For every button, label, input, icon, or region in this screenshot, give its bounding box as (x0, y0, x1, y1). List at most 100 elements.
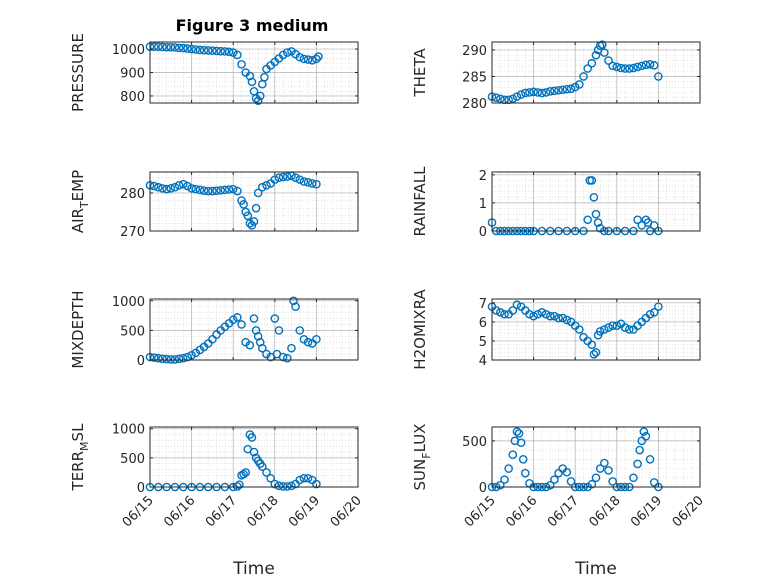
y-axis-label-main: THETA (411, 48, 429, 98)
data-point (262, 181, 271, 190)
data-point (520, 468, 530, 478)
data-point (654, 302, 663, 311)
data-point (282, 172, 292, 181)
y-tick-label: 500 (120, 452, 145, 467)
data-point (608, 477, 617, 486)
y-tick-label: 1000 (112, 43, 145, 58)
data-point (583, 64, 592, 73)
data-point (629, 63, 638, 73)
data-point (178, 179, 188, 189)
data-point (649, 61, 659, 70)
plot-area (150, 427, 358, 487)
data-point (496, 94, 505, 104)
axes-box (491, 171, 701, 232)
data-point (312, 54, 321, 64)
data-point (247, 433, 257, 442)
data-point (287, 343, 296, 353)
data-point (245, 219, 255, 228)
data-point (654, 72, 663, 81)
data-point (608, 61, 617, 71)
data-point (233, 313, 242, 322)
data-point (633, 459, 642, 469)
data-point (299, 54, 309, 64)
data-point (562, 467, 572, 477)
data-point (162, 184, 171, 194)
data-point (270, 314, 280, 323)
axes-box (149, 171, 359, 232)
data-point (249, 217, 259, 226)
data-point (216, 46, 226, 56)
y-axis-label-main: SUN (411, 459, 429, 491)
data-point (307, 56, 317, 65)
data-point (604, 323, 613, 332)
data-point (529, 87, 538, 97)
data-point (262, 468, 271, 477)
y-tick-label: 1000 (112, 423, 145, 438)
y-axis-label-main: MIXDEPTH (69, 290, 87, 368)
data-point (278, 352, 288, 362)
data-point (529, 311, 538, 321)
data-point (241, 468, 250, 477)
data-point (558, 313, 568, 323)
data-point (566, 477, 576, 486)
data-point (303, 337, 313, 347)
data-point (162, 354, 171, 364)
data-point (170, 43, 180, 52)
data-point (282, 353, 292, 363)
data-point (220, 47, 230, 56)
plot-area (492, 427, 700, 487)
data-point (591, 209, 601, 219)
data-point (183, 352, 192, 362)
data-point (183, 181, 192, 191)
data-point (550, 475, 559, 484)
data-point (253, 96, 263, 105)
plot-area (492, 299, 700, 360)
y-axis-label: AIRTEMP (69, 170, 91, 233)
data-point (199, 45, 209, 55)
data-point (195, 45, 205, 55)
data-point (649, 308, 659, 317)
data-point (512, 92, 522, 101)
data-point (255, 91, 265, 101)
y-tick-label: 0 (479, 225, 487, 240)
data-point (496, 308, 505, 317)
data-point (645, 455, 655, 464)
data-point (545, 480, 555, 490)
data-point (312, 334, 321, 344)
data-point (303, 177, 313, 187)
figure-title: Figure 3 medium (176, 16, 329, 35)
data-point (274, 326, 284, 335)
data-point (525, 88, 534, 97)
data-point (149, 353, 159, 362)
data-point (554, 313, 563, 323)
data-point (216, 185, 226, 195)
data-point (251, 94, 261, 103)
y-tick-label: 7 (479, 297, 487, 312)
data-point (299, 473, 309, 483)
y-tick-label: 4 (479, 354, 487, 369)
data-point (195, 185, 205, 195)
subplot-air-temp: 270 280 AIRTEMP (69, 170, 359, 240)
y-axis-label-rest: SL (69, 423, 87, 442)
data-point (166, 42, 176, 52)
data-point (170, 182, 180, 192)
data-point (491, 93, 501, 102)
data-point (245, 340, 255, 350)
data-point (616, 63, 626, 73)
y-tick-label: 290 (462, 44, 487, 59)
data-point (541, 88, 551, 97)
data-point (566, 84, 576, 93)
data-point (174, 354, 184, 364)
data-point (514, 429, 524, 438)
data-point (600, 458, 609, 468)
data-point (162, 42, 171, 52)
plot-area (150, 299, 358, 360)
y-axis-label: THETA (411, 48, 429, 98)
data-point (645, 309, 655, 319)
data-point (500, 475, 509, 484)
data-point (158, 184, 167, 193)
data-point (518, 455, 528, 464)
data-point (299, 177, 309, 186)
data-point (178, 353, 188, 363)
subplot-rainfall: 0 1 2 RAINFALL (411, 166, 701, 240)
